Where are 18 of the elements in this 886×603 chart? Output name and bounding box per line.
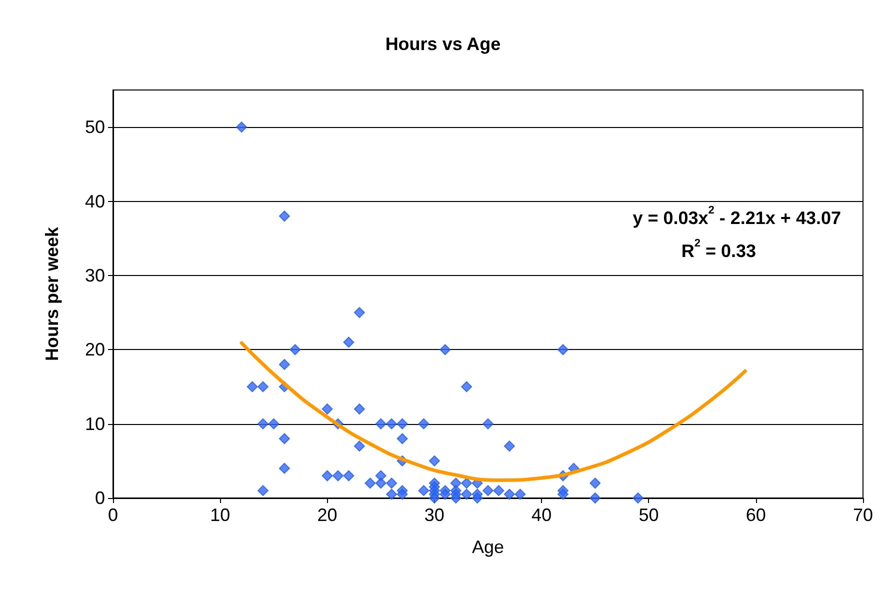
y-tick-label: 50 xyxy=(84,117,105,138)
x-tick-label: 50 xyxy=(638,505,659,525)
x-tick-label: 70 xyxy=(852,505,874,525)
y-tick-label: 10 xyxy=(84,414,105,434)
chart-title: Hours vs Age xyxy=(385,34,501,54)
y-tick-label: 40 xyxy=(84,191,105,212)
x-tick-label: 40 xyxy=(532,505,552,525)
x-tick-label: 20 xyxy=(317,505,338,525)
x-tick-label: 10 xyxy=(210,505,230,525)
line-series xyxy=(240,341,747,482)
y-tick-label: 30 xyxy=(84,265,105,286)
y-axis-title: Hours per week xyxy=(42,226,62,362)
x-tick-label: 60 xyxy=(746,505,766,525)
x-tick-label: 30 xyxy=(424,505,444,525)
x-tick-label: 0 xyxy=(108,505,118,525)
x-axis-title: Age xyxy=(472,537,504,557)
y-tick-label: 0 xyxy=(94,488,105,508)
y-tick-label: 20 xyxy=(84,340,105,360)
